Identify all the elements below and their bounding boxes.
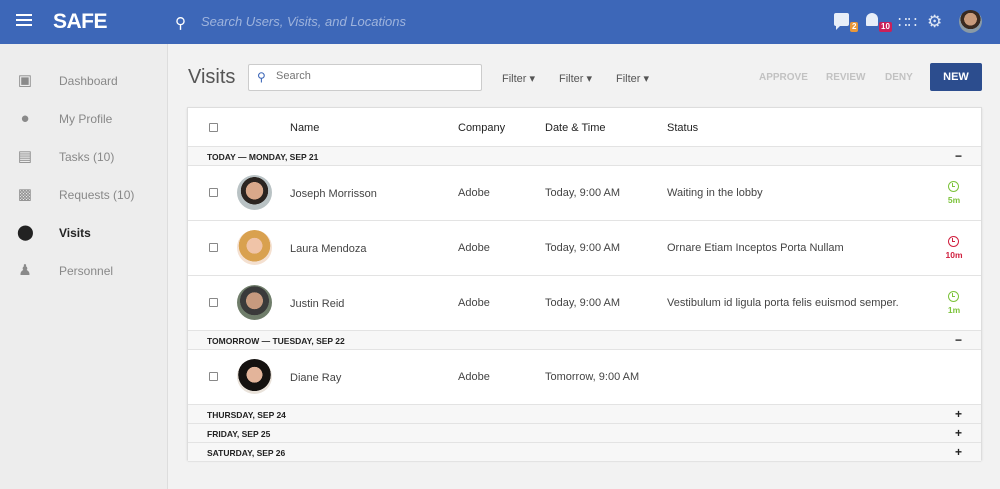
date-time: Today, 9:00 AM bbox=[545, 242, 621, 254]
user-avatar[interactable] bbox=[959, 10, 982, 33]
status-text: Waiting in the lobby bbox=[667, 187, 763, 199]
expand-icon[interactable]: + bbox=[954, 426, 962, 440]
sidebar-item-personnel[interactable]: ♟ Personnel bbox=[0, 256, 168, 286]
menu-icon[interactable] bbox=[16, 14, 32, 26]
select-all-checkbox[interactable] bbox=[209, 123, 218, 132]
sidebar-item-label: Dashboard bbox=[59, 74, 118, 88]
sidebar-item-label: Tasks (10) bbox=[59, 150, 115, 164]
group-header[interactable]: THURSDAY, SEP 24 + bbox=[188, 405, 981, 424]
status-text: Vestibulum id ligula porta felis euismod… bbox=[667, 297, 899, 309]
filter-dropdown-1[interactable]: Filter ▾ bbox=[502, 73, 536, 85]
dashboard-icon: ▣ bbox=[17, 72, 33, 89]
group-label: FRIDAY, SEP 25 bbox=[207, 429, 271, 439]
company: Adobe bbox=[458, 187, 490, 199]
location-pin-icon: ⬤ bbox=[17, 224, 34, 241]
people-icon: ♟ bbox=[18, 262, 32, 279]
notifications-badge: 10 bbox=[879, 22, 892, 32]
avatar bbox=[237, 285, 272, 320]
inbox-icon: ▩ bbox=[17, 186, 33, 203]
table-row[interactable]: Laura Mendoza Adobe Today, 9:00 AM Ornar… bbox=[188, 221, 981, 276]
expand-icon[interactable]: + bbox=[954, 407, 962, 421]
group-header[interactable]: TODAY — MONDAY, SEP 21 − bbox=[188, 147, 981, 166]
row-checkbox[interactable] bbox=[209, 372, 218, 381]
row-checkbox[interactable] bbox=[209, 298, 218, 307]
company: Adobe bbox=[458, 371, 490, 383]
avatar bbox=[237, 230, 272, 265]
sidebar-item-label: Requests (10) bbox=[59, 188, 135, 202]
column-header-name[interactable]: Name bbox=[290, 122, 320, 134]
table-header: Name Company Date & Time Status bbox=[188, 108, 981, 147]
collapse-icon[interactable]: − bbox=[954, 333, 962, 347]
row-checkbox[interactable] bbox=[209, 188, 218, 197]
logo: SAFE bbox=[53, 10, 108, 33]
search-input[interactable] bbox=[276, 70, 471, 82]
deny-button[interactable]: DENY bbox=[885, 72, 913, 83]
sidebar-item-requests[interactable]: ▩ Requests (10) bbox=[0, 180, 168, 210]
messages-badge: 2 bbox=[850, 22, 859, 32]
sidebar-item-my-profile[interactable]: ● My Profile bbox=[0, 104, 168, 134]
group-label: THURSDAY, SEP 24 bbox=[207, 410, 286, 420]
top-bar: SAFE ⚲ Search Users, Visits, and Locatio… bbox=[0, 0, 1000, 44]
filter-dropdown-2[interactable]: Filter ▾ bbox=[559, 73, 593, 85]
group-header[interactable]: TOMORROW — TUESDAY, SEP 22 − bbox=[188, 331, 981, 350]
sidebar-item-label: Personnel bbox=[59, 264, 114, 278]
company: Adobe bbox=[458, 242, 490, 254]
sidebar-item-label: My Profile bbox=[59, 112, 113, 126]
messages-icon[interactable] bbox=[834, 13, 849, 30]
clock-icon bbox=[948, 181, 959, 192]
visitor-name[interactable]: Justin Reid bbox=[290, 298, 345, 310]
avatar bbox=[237, 359, 272, 394]
new-button[interactable]: NEW bbox=[930, 63, 982, 91]
sidebar-item-tasks[interactable]: ▤ Tasks (10) bbox=[0, 142, 168, 172]
group-header[interactable]: SATURDAY, SEP 26 + bbox=[188, 443, 981, 462]
apps-grid-icon[interactable]: ∷∷ bbox=[898, 14, 918, 31]
status-text: Ornare Etiam Inceptos Porta Nullam bbox=[667, 242, 844, 254]
visitor-name[interactable]: Joseph Morrisson bbox=[290, 188, 377, 200]
collapse-icon[interactable]: − bbox=[954, 149, 962, 163]
column-header-company[interactable]: Company bbox=[458, 122, 506, 134]
group-label: TODAY — MONDAY, SEP 21 bbox=[207, 152, 319, 162]
global-search-input[interactable]: Search Users, Visits, and Locations bbox=[201, 14, 406, 29]
column-header-status[interactable]: Status bbox=[667, 122, 699, 134]
search-icon: ⚲ bbox=[257, 70, 266, 84]
visits-search[interactable]: ⚲ bbox=[248, 64, 482, 91]
column-header-datetime[interactable]: Date & Time bbox=[545, 122, 606, 134]
page-title: Visits bbox=[188, 66, 236, 88]
sidebar-item-label: Visits bbox=[59, 226, 91, 240]
review-button[interactable]: REVIEW bbox=[826, 72, 866, 83]
table-row[interactable]: Diane Ray Adobe Tomorrow, 9:00 AM bbox=[188, 350, 981, 405]
notifications-bell-icon[interactable] bbox=[866, 13, 878, 26]
sidebar-item-visits[interactable]: ⬤ Visits bbox=[0, 218, 168, 248]
row-checkbox[interactable] bbox=[209, 243, 218, 252]
search-icon: ⚲ bbox=[175, 15, 186, 32]
clock-icon bbox=[948, 236, 959, 247]
gear-icon[interactable]: ⚙ bbox=[927, 12, 943, 31]
sidebar-item-dashboard[interactable]: ▣ Dashboard bbox=[0, 66, 168, 96]
wait-time: 1m bbox=[947, 305, 961, 315]
account-circle-icon: ● bbox=[20, 110, 30, 127]
visitor-name[interactable]: Diane Ray bbox=[290, 372, 342, 384]
group-header[interactable]: FRIDAY, SEP 25 + bbox=[188, 424, 981, 443]
expand-icon[interactable]: + bbox=[954, 445, 962, 459]
wait-time: 10m bbox=[945, 250, 963, 260]
clipboard-icon: ▤ bbox=[17, 148, 33, 165]
group-label: TOMORROW — TUESDAY, SEP 22 bbox=[207, 336, 345, 346]
filter-dropdown-3[interactable]: Filter ▾ bbox=[616, 73, 650, 85]
approve-button[interactable]: APPROVE bbox=[759, 72, 808, 83]
date-time: Today, 9:00 AM bbox=[545, 297, 621, 309]
table-row[interactable]: Joseph Morrisson Adobe Today, 9:00 AM Wa… bbox=[188, 166, 981, 221]
group-label: SATURDAY, SEP 26 bbox=[207, 448, 286, 458]
visitor-name[interactable]: Laura Mendoza bbox=[290, 243, 367, 255]
table-row[interactable]: Justin Reid Adobe Today, 9:00 AM Vestibu… bbox=[188, 276, 981, 331]
company: Adobe bbox=[458, 297, 490, 309]
visits-table: Name Company Date & Time Status TODAY — … bbox=[187, 107, 982, 462]
date-time: Today, 9:00 AM bbox=[545, 187, 621, 199]
date-time: Tomorrow, 9:00 AM bbox=[545, 371, 640, 383]
sidebar: ▣ Dashboard ● My Profile ▤ Tasks (10) ▩ Requ… bbox=[0, 44, 168, 489]
avatar bbox=[237, 175, 272, 210]
wait-time: 5m bbox=[947, 195, 961, 205]
clock-icon bbox=[948, 291, 959, 302]
